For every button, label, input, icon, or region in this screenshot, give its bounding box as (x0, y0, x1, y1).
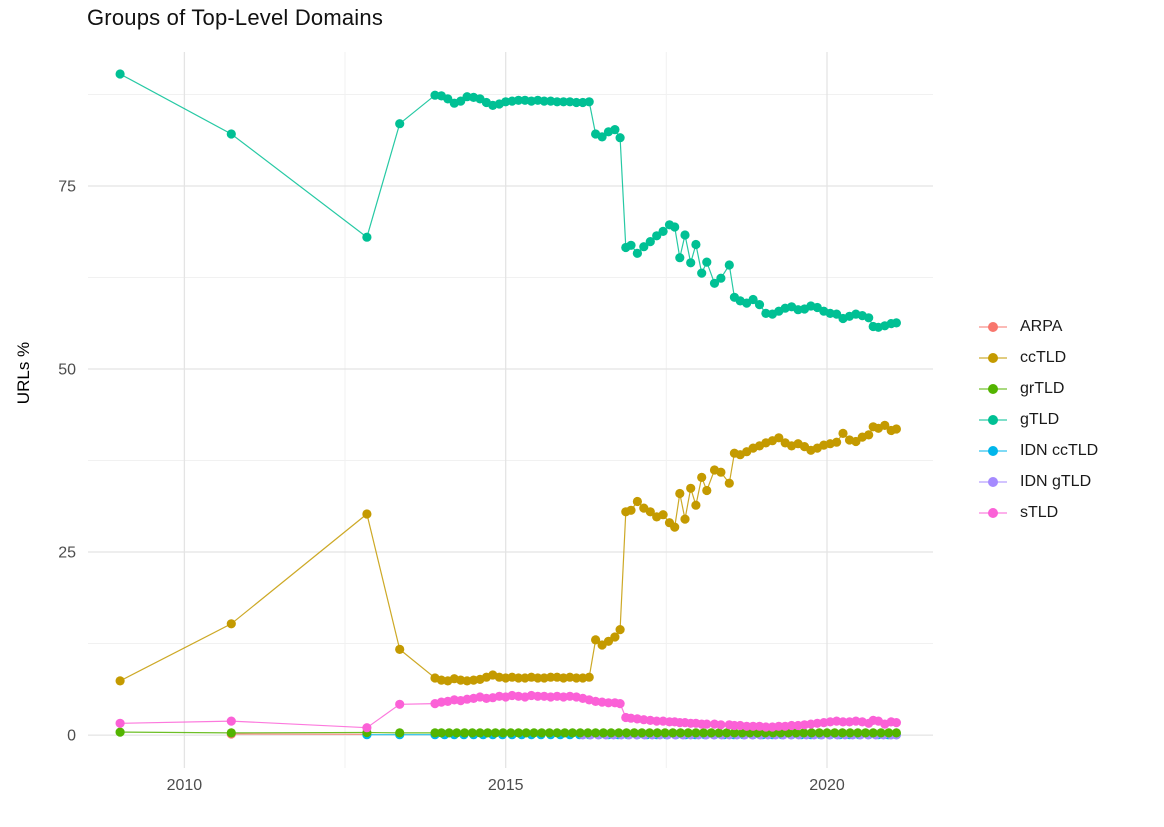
legend-item-label: sTLD (1020, 503, 1059, 521)
legend-item-label: IDN gTLD (1020, 472, 1092, 490)
legend-item-label: ccTLD (1020, 348, 1067, 366)
legend-item-label: gTLD (1020, 410, 1060, 428)
chart-title: Groups of Top-Level Domains (87, 5, 384, 30)
legend-item-cctld: ccTLD (979, 347, 1098, 368)
legend-key-icon (979, 383, 1007, 395)
series-line-cctld (119, 424, 897, 682)
series-points-cctld (115, 420, 902, 686)
series-points-stld (115, 690, 902, 733)
legend-item-label: ARPA (1020, 317, 1063, 335)
legend: ARPA ccTLD grTLD gTLD IDN ccTLD IDN gTLD sTLD (979, 316, 1098, 523)
legend-item-gtld: gTLD (979, 409, 1098, 430)
svg-text:50: 50 (58, 362, 76, 379)
svg-text:25: 25 (58, 545, 76, 562)
gridlines-minor (88, 52, 933, 768)
legend-key-icon (979, 414, 1007, 426)
legend-item-idn-cctld: IDN ccTLD (979, 440, 1098, 461)
legend-item-grtld: grTLD (979, 378, 1098, 399)
y-axis-title: URLs % (14, 341, 33, 405)
legend-item-arpa: ARPA (979, 316, 1098, 337)
legend-item-label: IDN ccTLD (1020, 441, 1099, 459)
x-tick-labels: 2010 2015 2020 (167, 777, 845, 794)
legend-key-icon (979, 321, 1007, 333)
legend-item-stld: sTLD (979, 502, 1098, 523)
legend-key-icon (979, 476, 1007, 488)
svg-text:0: 0 (67, 728, 76, 745)
svg-text:2015: 2015 (488, 777, 524, 794)
legend-item-label: grTLD (1020, 379, 1065, 397)
series-points-gtld (115, 69, 902, 332)
legend-key-icon (979, 507, 1007, 519)
y-tick-labels: 0 25 50 75 (58, 179, 76, 745)
gridlines-major (88, 52, 933, 768)
legend-key-icon (979, 352, 1007, 364)
svg-text:2020: 2020 (809, 777, 845, 794)
svg-text:2010: 2010 (167, 777, 203, 794)
series-points-grtld (115, 727, 902, 738)
legend-key-icon (979, 445, 1007, 457)
svg-text:75: 75 (58, 179, 76, 196)
series-line-gtld (119, 73, 897, 328)
legend-item-idn-gtld: IDN gTLD (979, 471, 1098, 492)
